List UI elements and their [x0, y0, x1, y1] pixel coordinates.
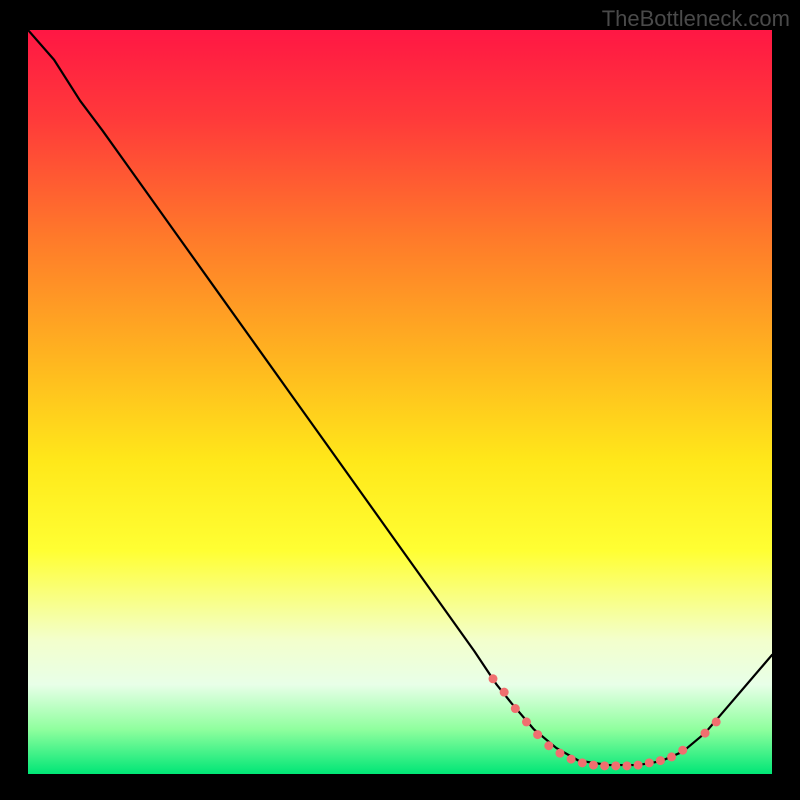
curve-marker [701, 729, 710, 738]
chart-background [28, 30, 772, 774]
curve-marker [678, 746, 687, 755]
curve-marker [656, 756, 665, 765]
curve-marker [622, 761, 631, 770]
watermark-text: TheBottleneck.com [602, 6, 790, 32]
curve-marker [511, 704, 520, 713]
curve-marker [500, 688, 509, 697]
curve-marker [712, 717, 721, 726]
curve-marker [555, 749, 564, 758]
chart-svg [28, 30, 772, 774]
curve-marker [634, 761, 643, 770]
curve-marker [544, 741, 553, 750]
curve-marker [589, 761, 598, 770]
curve-marker [533, 730, 542, 739]
curve-marker [578, 758, 587, 767]
curve-marker [600, 761, 609, 770]
curve-marker [611, 761, 620, 770]
curve-marker [667, 752, 676, 761]
curve-marker [489, 674, 498, 683]
curve-marker [522, 717, 531, 726]
curve-marker [645, 758, 654, 767]
chart-plot-area [28, 30, 772, 774]
curve-marker [567, 755, 576, 764]
